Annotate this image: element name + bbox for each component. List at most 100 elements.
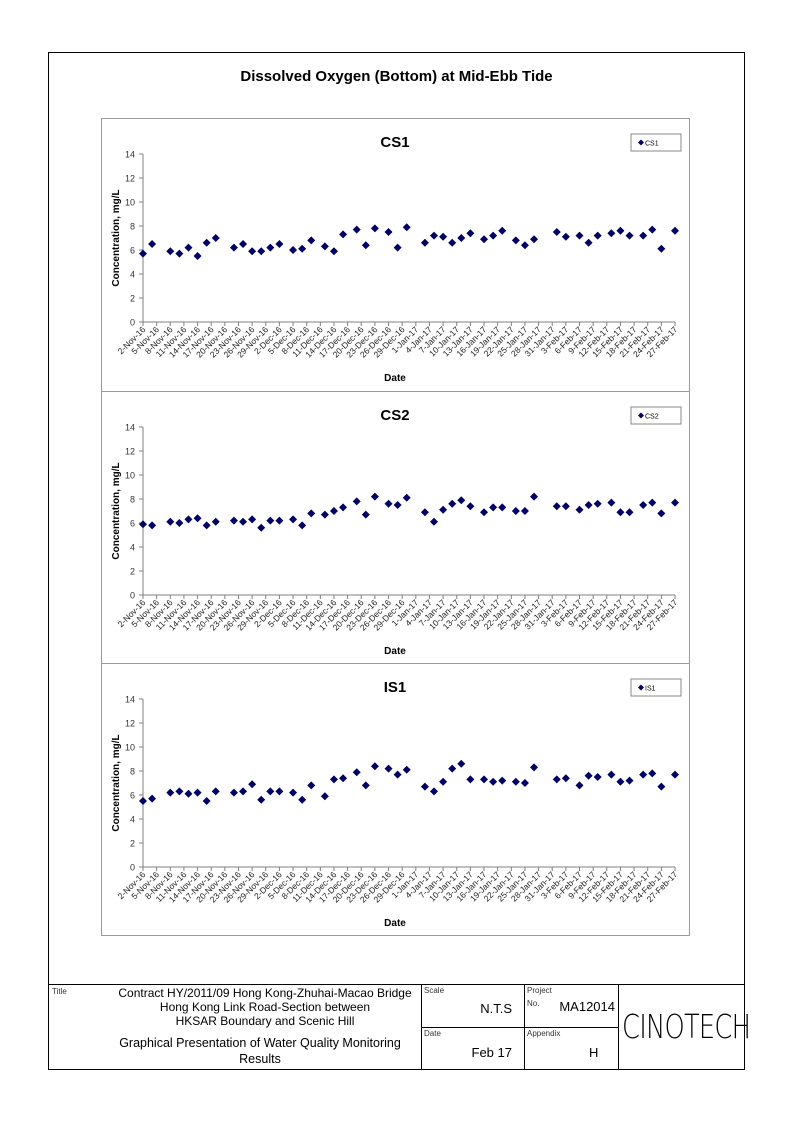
data-point [166, 517, 175, 526]
y-tick-label: 6 [130, 246, 135, 256]
data-point [148, 794, 157, 803]
data-point [266, 243, 275, 252]
data-point [439, 777, 448, 786]
subtitle-line: Graphical Presentation of Water Quality … [119, 1036, 401, 1050]
project-label: Project [527, 986, 552, 995]
data-point [607, 770, 616, 779]
y-tick-label: 4 [130, 270, 135, 280]
data-point [457, 496, 466, 505]
data-point [530, 235, 539, 244]
title-cell: Title Contract HY/2011/09 Hong Kong-Zhuh… [49, 985, 422, 1069]
data-point [552, 228, 561, 236]
data-point [329, 775, 338, 784]
data-point [166, 788, 175, 797]
data-point [239, 240, 248, 248]
data-point [370, 492, 379, 501]
data-point [671, 226, 679, 235]
y-tick-label: 8 [130, 495, 135, 505]
y-tick-label: 6 [130, 519, 135, 529]
data-point [339, 230, 348, 239]
data-point [298, 244, 307, 253]
company-logo: CINOTECH [619, 985, 751, 1069]
drawing-subtitle: Graphical Presentation of Water Quality … [99, 1035, 421, 1067]
no-label: No. [527, 999, 540, 1008]
data-point [298, 521, 307, 530]
data-point [480, 508, 489, 517]
data-point [402, 223, 411, 232]
data-point [289, 246, 298, 254]
legend-marker [638, 139, 644, 146]
data-point [639, 501, 648, 509]
data-point [520, 779, 529, 787]
data-point [520, 241, 529, 250]
data-point [430, 787, 439, 796]
title-line: Contract HY/2011/09 Hong Kong-Zhuhai-Mac… [118, 986, 412, 1000]
data-point [202, 797, 211, 805]
data-point [329, 247, 338, 256]
chart-title: CS2 [380, 407, 409, 424]
legend-label: IS1 [645, 686, 656, 693]
appendix-label: Appendix [527, 1029, 561, 1038]
data-point [584, 501, 593, 509]
x-axis-label: Date [384, 646, 406, 657]
project-number: MA12014 [559, 999, 615, 1014]
data-point [584, 238, 593, 247]
data-point [175, 787, 184, 796]
y-tick-label: 0 [130, 318, 135, 328]
data-point [480, 775, 489, 784]
data-point [430, 231, 439, 240]
data-point [430, 517, 439, 526]
legend-label: CS1 [645, 141, 659, 148]
data-point [193, 788, 202, 797]
data-point [370, 224, 379, 233]
data-point [584, 771, 593, 780]
data-point [393, 243, 402, 252]
legend-box [630, 133, 682, 152]
legend-marker [638, 412, 644, 419]
legend-marker [638, 684, 644, 691]
data-point [211, 517, 220, 526]
data-point [439, 232, 448, 241]
x-axis-label: Date [384, 918, 406, 929]
data-point [239, 517, 248, 526]
data-point [480, 235, 489, 244]
data-point [139, 520, 147, 529]
y-tick-label: 2 [130, 839, 135, 849]
y-tick-label: 14 [125, 150, 135, 160]
data-point [166, 247, 175, 256]
y-tick-label: 0 [130, 863, 135, 873]
data-point [489, 231, 498, 240]
data-point [511, 507, 520, 515]
data-point [561, 774, 570, 783]
data-point [211, 787, 220, 796]
data-point [420, 238, 429, 247]
data-point [466, 502, 475, 511]
y-tick-label: 4 [130, 815, 135, 825]
y-tick-label: 10 [125, 471, 135, 481]
data-point [575, 781, 584, 790]
data-point [148, 240, 157, 248]
data-point [211, 234, 220, 242]
data-point [339, 774, 348, 783]
data-point [257, 523, 266, 532]
data-point [229, 516, 238, 525]
data-point [275, 787, 284, 796]
data-point [307, 509, 316, 518]
y-tick-label: 12 [125, 174, 135, 184]
data-point [448, 499, 457, 508]
data-point [402, 493, 411, 502]
data-point [657, 509, 666, 518]
data-point [248, 247, 257, 256]
data-point [139, 797, 147, 805]
data-point [489, 777, 498, 786]
data-point [361, 241, 370, 250]
scale-value: N.T.S [480, 1001, 512, 1016]
appendix-cell: Appendix H [525, 1028, 619, 1069]
y-tick-label: 2 [130, 567, 135, 577]
data-point [520, 507, 529, 515]
data-point [466, 229, 475, 238]
chart-cs1: CS1 CS1 0 2 4 6 8 10 12 14 2-Nov-16 5-Nov-16 8-Nov-1… [102, 119, 689, 391]
data-point [175, 519, 184, 527]
data-point [671, 498, 679, 507]
y-tick-label: 10 [125, 198, 135, 208]
